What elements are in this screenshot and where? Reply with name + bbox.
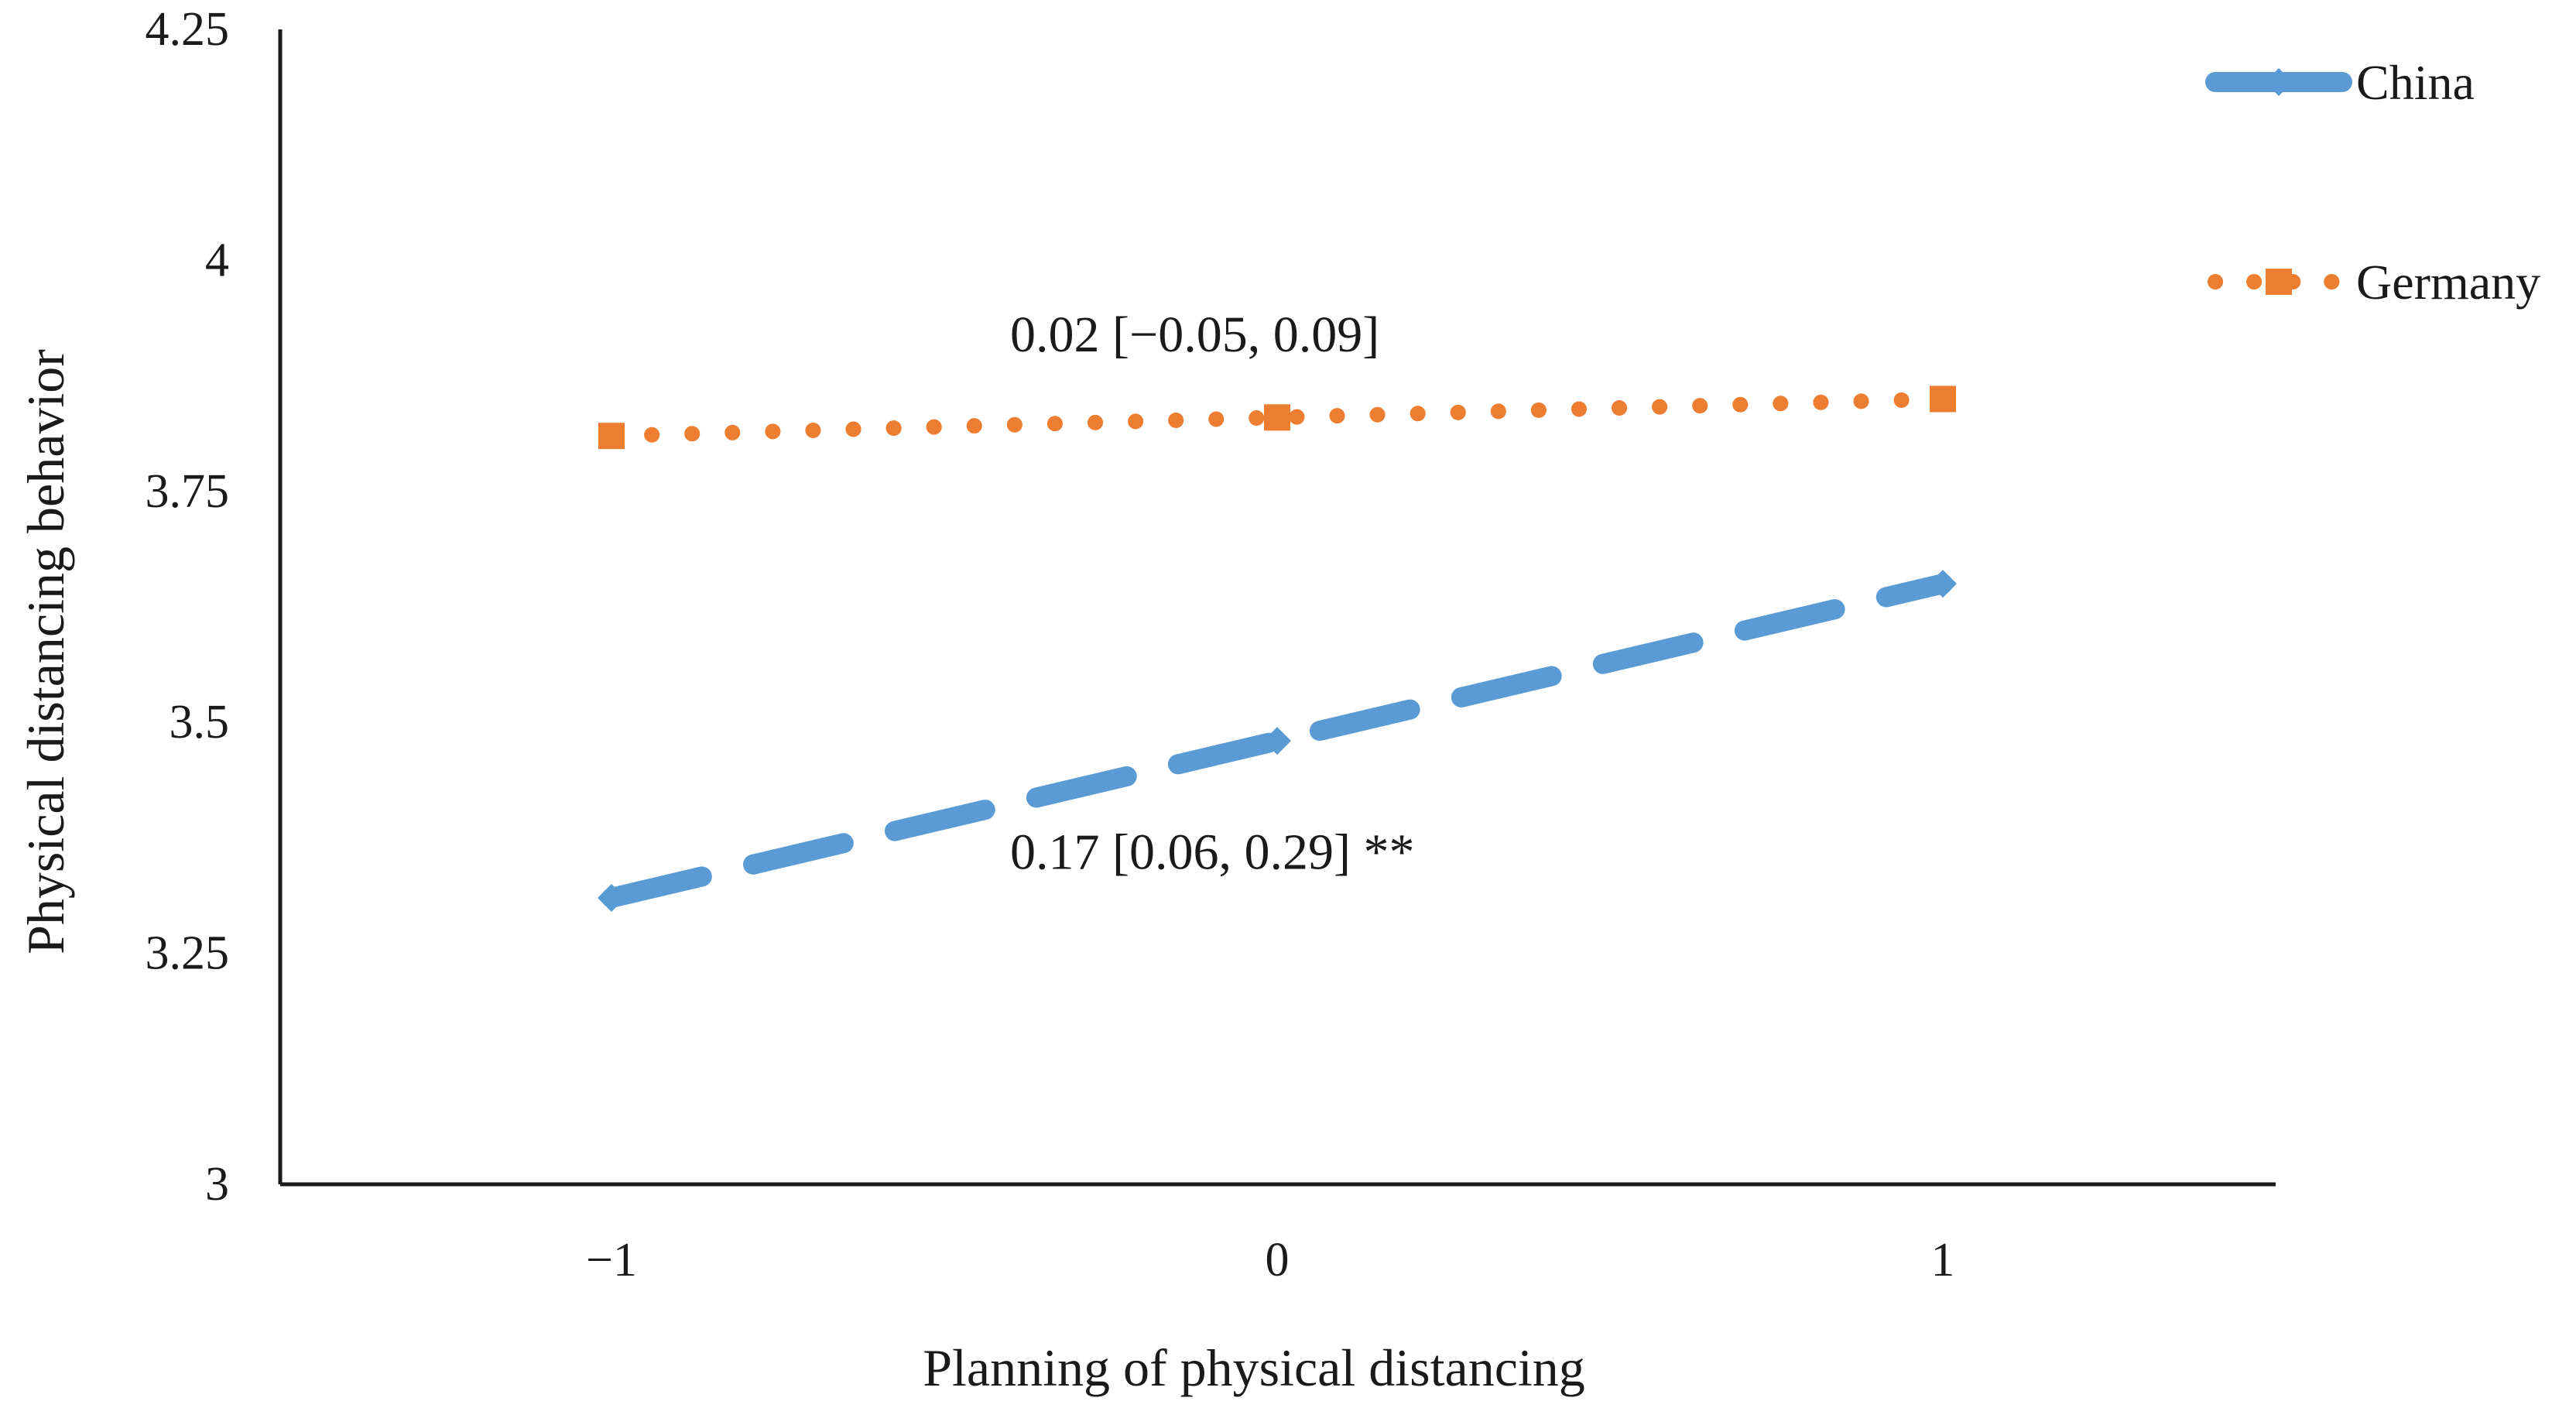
data-point bbox=[1263, 727, 1291, 755]
legend-label: China bbox=[2356, 55, 2475, 110]
data-point bbox=[1929, 570, 1957, 598]
series bbox=[598, 385, 1957, 912]
x-tick-label: 0 bbox=[1266, 1234, 1290, 1286]
y-tick-label: 3.5 bbox=[170, 696, 230, 749]
y-tick-label: 3 bbox=[205, 1158, 229, 1211]
x-tick-label: 1 bbox=[1931, 1234, 1955, 1286]
x-axis-title: Planning of physical distancing bbox=[923, 1338, 1585, 1397]
data-point bbox=[598, 423, 625, 450]
data-point bbox=[1930, 385, 1956, 413]
y-axis-title: Physical distancing behavior bbox=[16, 349, 75, 954]
y-tick-label: 4.25 bbox=[146, 3, 230, 56]
y-tick-label: 3.25 bbox=[146, 927, 230, 980]
annotation-germany: 0.02 [−0.05, 0.09] bbox=[1010, 307, 1379, 363]
legend-label: Germany bbox=[2356, 255, 2540, 310]
data-point bbox=[598, 883, 625, 912]
y-tick-label: 3.75 bbox=[146, 465, 230, 518]
x-tick-label: −1 bbox=[586, 1234, 637, 1286]
annotation-china: 0.17 [0.06, 0.29] ** bbox=[1010, 824, 1414, 880]
legend-marker bbox=[2266, 269, 2292, 295]
data-point bbox=[1264, 404, 1290, 431]
legend-marker bbox=[2265, 68, 2293, 96]
axes bbox=[278, 29, 2276, 1187]
legend-item-china: China bbox=[2205, 55, 2475, 110]
y-tick-label: 4 bbox=[205, 234, 229, 286]
legend: China Germany bbox=[2205, 55, 2540, 310]
series-china bbox=[598, 570, 1957, 912]
series-germany bbox=[598, 385, 1956, 450]
legend-item-germany: Germany bbox=[2208, 255, 2540, 310]
tick-labels: 3 3.25 3.5 3.75 4 4.25 −1 0 1 bbox=[146, 3, 1955, 1286]
annotations: 0.02 [−0.05, 0.09] 0.17 [0.06, 0.29] ** bbox=[1010, 307, 1414, 880]
